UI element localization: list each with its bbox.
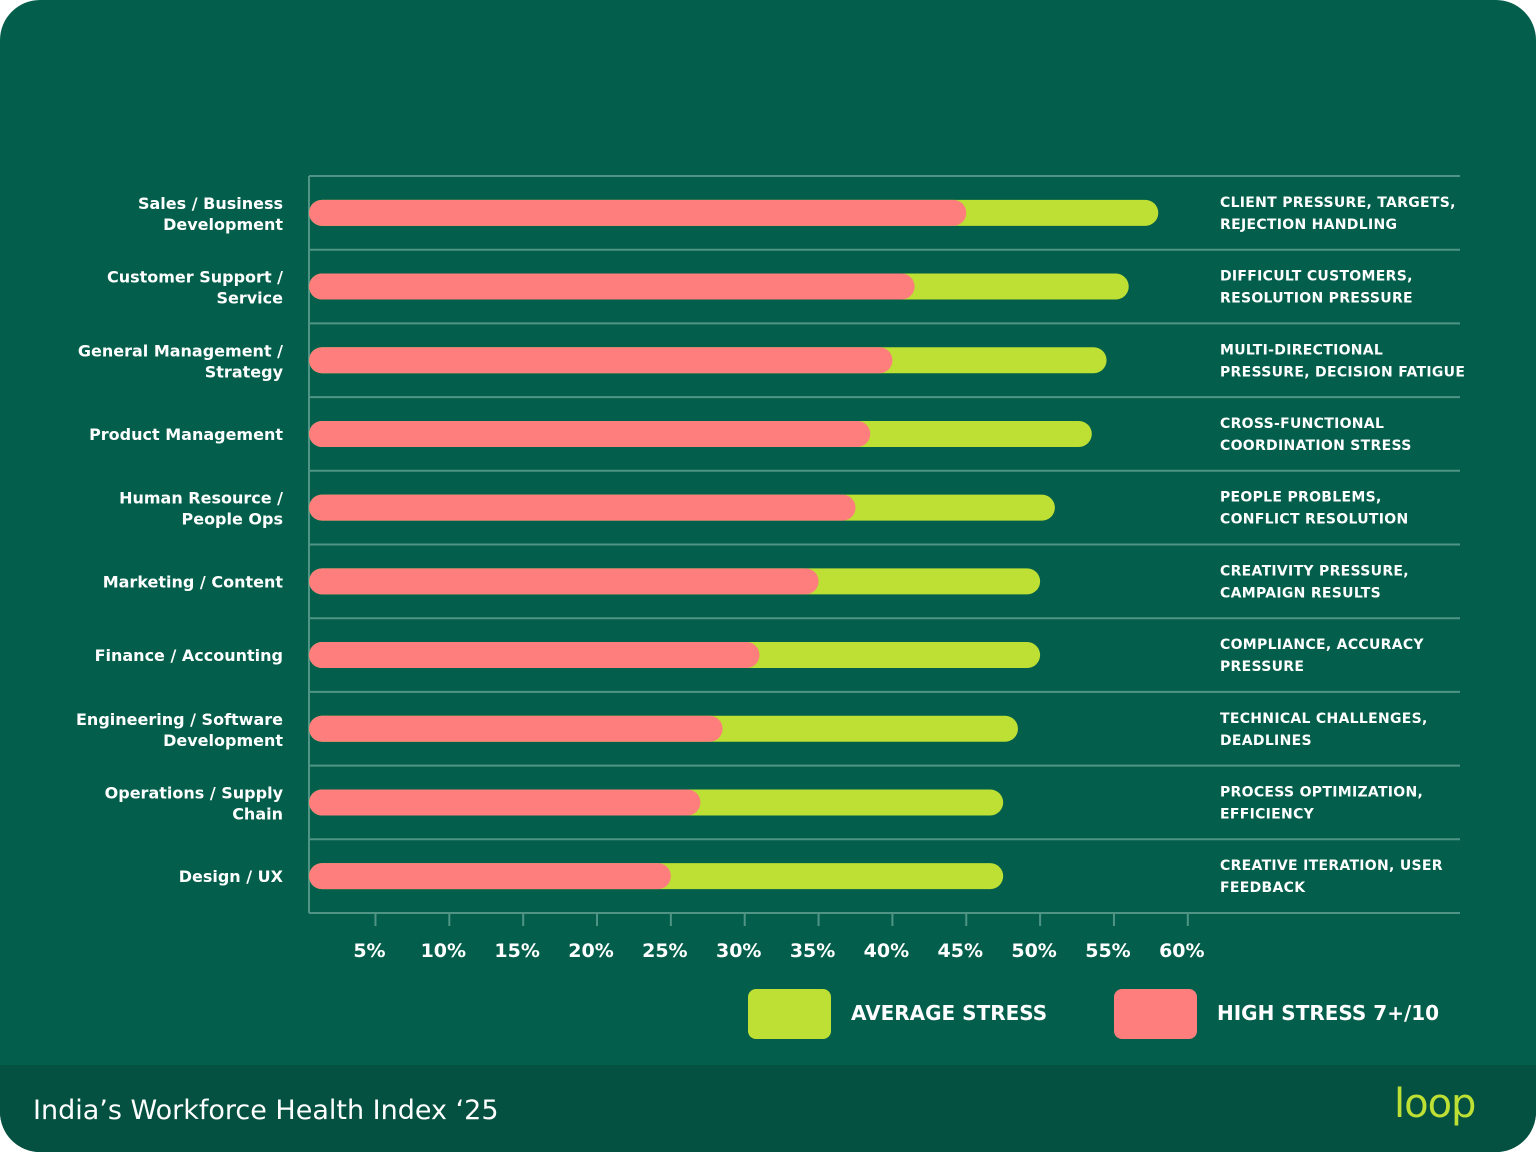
x-tick-label: 40% (864, 940, 909, 962)
bar-high-stress (309, 273, 915, 300)
category-label: Human Resource / (119, 489, 283, 508)
category-label: Operations / Supply (105, 783, 284, 802)
loop-logo: loop (1394, 1081, 1476, 1127)
x-tick-label: 45% (938, 940, 983, 962)
category-label: Product Management (89, 425, 283, 444)
category-label: General Management / (78, 341, 283, 360)
bar-high-stress (309, 494, 856, 521)
category-label: Strategy (205, 362, 284, 381)
stress-reason-label: DIFFICULT CUSTOMERS, (1220, 269, 1413, 285)
stress-reason-label: EFFICIENCY (1220, 806, 1315, 822)
category-label: Marketing / Content (103, 572, 284, 591)
stress-reason-label: CLIENT PRESSURE, TARGETS, (1220, 195, 1456, 211)
legend-swatch-average (748, 989, 831, 1039)
x-tick-label: 15% (494, 940, 539, 962)
stress-reason-label: CREATIVE ITERATION, USER (1220, 858, 1443, 874)
category-label: Service (216, 289, 283, 308)
legend-swatch-high (1114, 989, 1197, 1039)
footer-bar: India’s Workforce Health Index ‘25 loop (0, 1065, 1536, 1152)
x-tick-label: 25% (642, 940, 687, 962)
stress-reason-label: MULTI-DIRECTIONAL (1220, 342, 1383, 358)
x-tick-label: 20% (568, 940, 613, 962)
x-tick-label: 5% (353, 940, 385, 962)
stress-reason-label: CAMPAIGN RESULTS (1220, 585, 1381, 601)
bar-high-stress (309, 568, 819, 595)
legend-label-high: HIGH STRESS 7+/10 (1217, 1001, 1440, 1025)
stress-reason-label: PRESSURE (1220, 659, 1304, 675)
stress-bar-chart: Sales / Business Development CLIENT PRESSU… (76, 175, 1465, 962)
stress-reason-label: RESOLUTION PRESSURE (1220, 291, 1413, 307)
x-tick-label: 55% (1085, 940, 1130, 962)
footer-title: India’s Workforce Health Index ‘25 (33, 1095, 499, 1126)
bar-high-stress (309, 199, 967, 226)
category-label: Sales / Business (138, 194, 283, 213)
stress-reason-label: FEEDBACK (1220, 880, 1306, 896)
legend: AVERAGE STRESS HIGH STRESS 7+/10 (748, 989, 1488, 1039)
bar-high-stress (309, 789, 701, 816)
category-label: Finance / Accounting (95, 646, 283, 665)
bar-high-stress (309, 642, 760, 669)
stress-reason-label: COORDINATION STRESS (1220, 438, 1412, 454)
category-label: Design / UX (179, 867, 284, 886)
category-label: Development (163, 215, 283, 234)
x-tick-label: 60% (1159, 940, 1204, 962)
stress-reason-label: CONFLICT RESOLUTION (1220, 512, 1408, 528)
stress-reason-label: REJECTION HANDLING (1220, 217, 1397, 233)
stress-reason-label: COMPLIANCE, ACCURACY (1220, 637, 1424, 653)
stress-reason-label: PRESSURE, DECISION FATIGUE (1220, 364, 1465, 380)
stress-reason-label: DEADLINES (1220, 733, 1312, 749)
bar-high-stress (309, 863, 671, 890)
category-label: Chain (232, 804, 283, 823)
stress-reason-label: TECHNICAL CHALLENGES, (1220, 711, 1428, 727)
x-tick-label: 50% (1011, 940, 1056, 962)
category-label: People Ops (181, 510, 283, 529)
x-tick-label: 30% (716, 940, 761, 962)
stress-reason-label: PEOPLE PROBLEMS, (1220, 490, 1382, 506)
bar-high-stress (309, 420, 871, 447)
stress-reason-label: PROCESS OPTIMIZATION, (1220, 784, 1423, 800)
legend-label-average: AVERAGE STRESS (851, 1001, 1048, 1025)
x-tick-label: 35% (790, 940, 835, 962)
stress-reason-label: CREATIVITY PRESSURE, (1220, 563, 1409, 579)
bar-high-stress (309, 715, 723, 742)
category-label: Customer Support / (107, 268, 283, 287)
x-tick-label: 10% (421, 940, 466, 962)
bar-high-stress (309, 347, 893, 374)
category-label: Development (163, 731, 283, 750)
stress-reason-label: CROSS-FUNCTIONAL (1220, 416, 1384, 432)
category-label: Engineering / Software (76, 710, 283, 729)
